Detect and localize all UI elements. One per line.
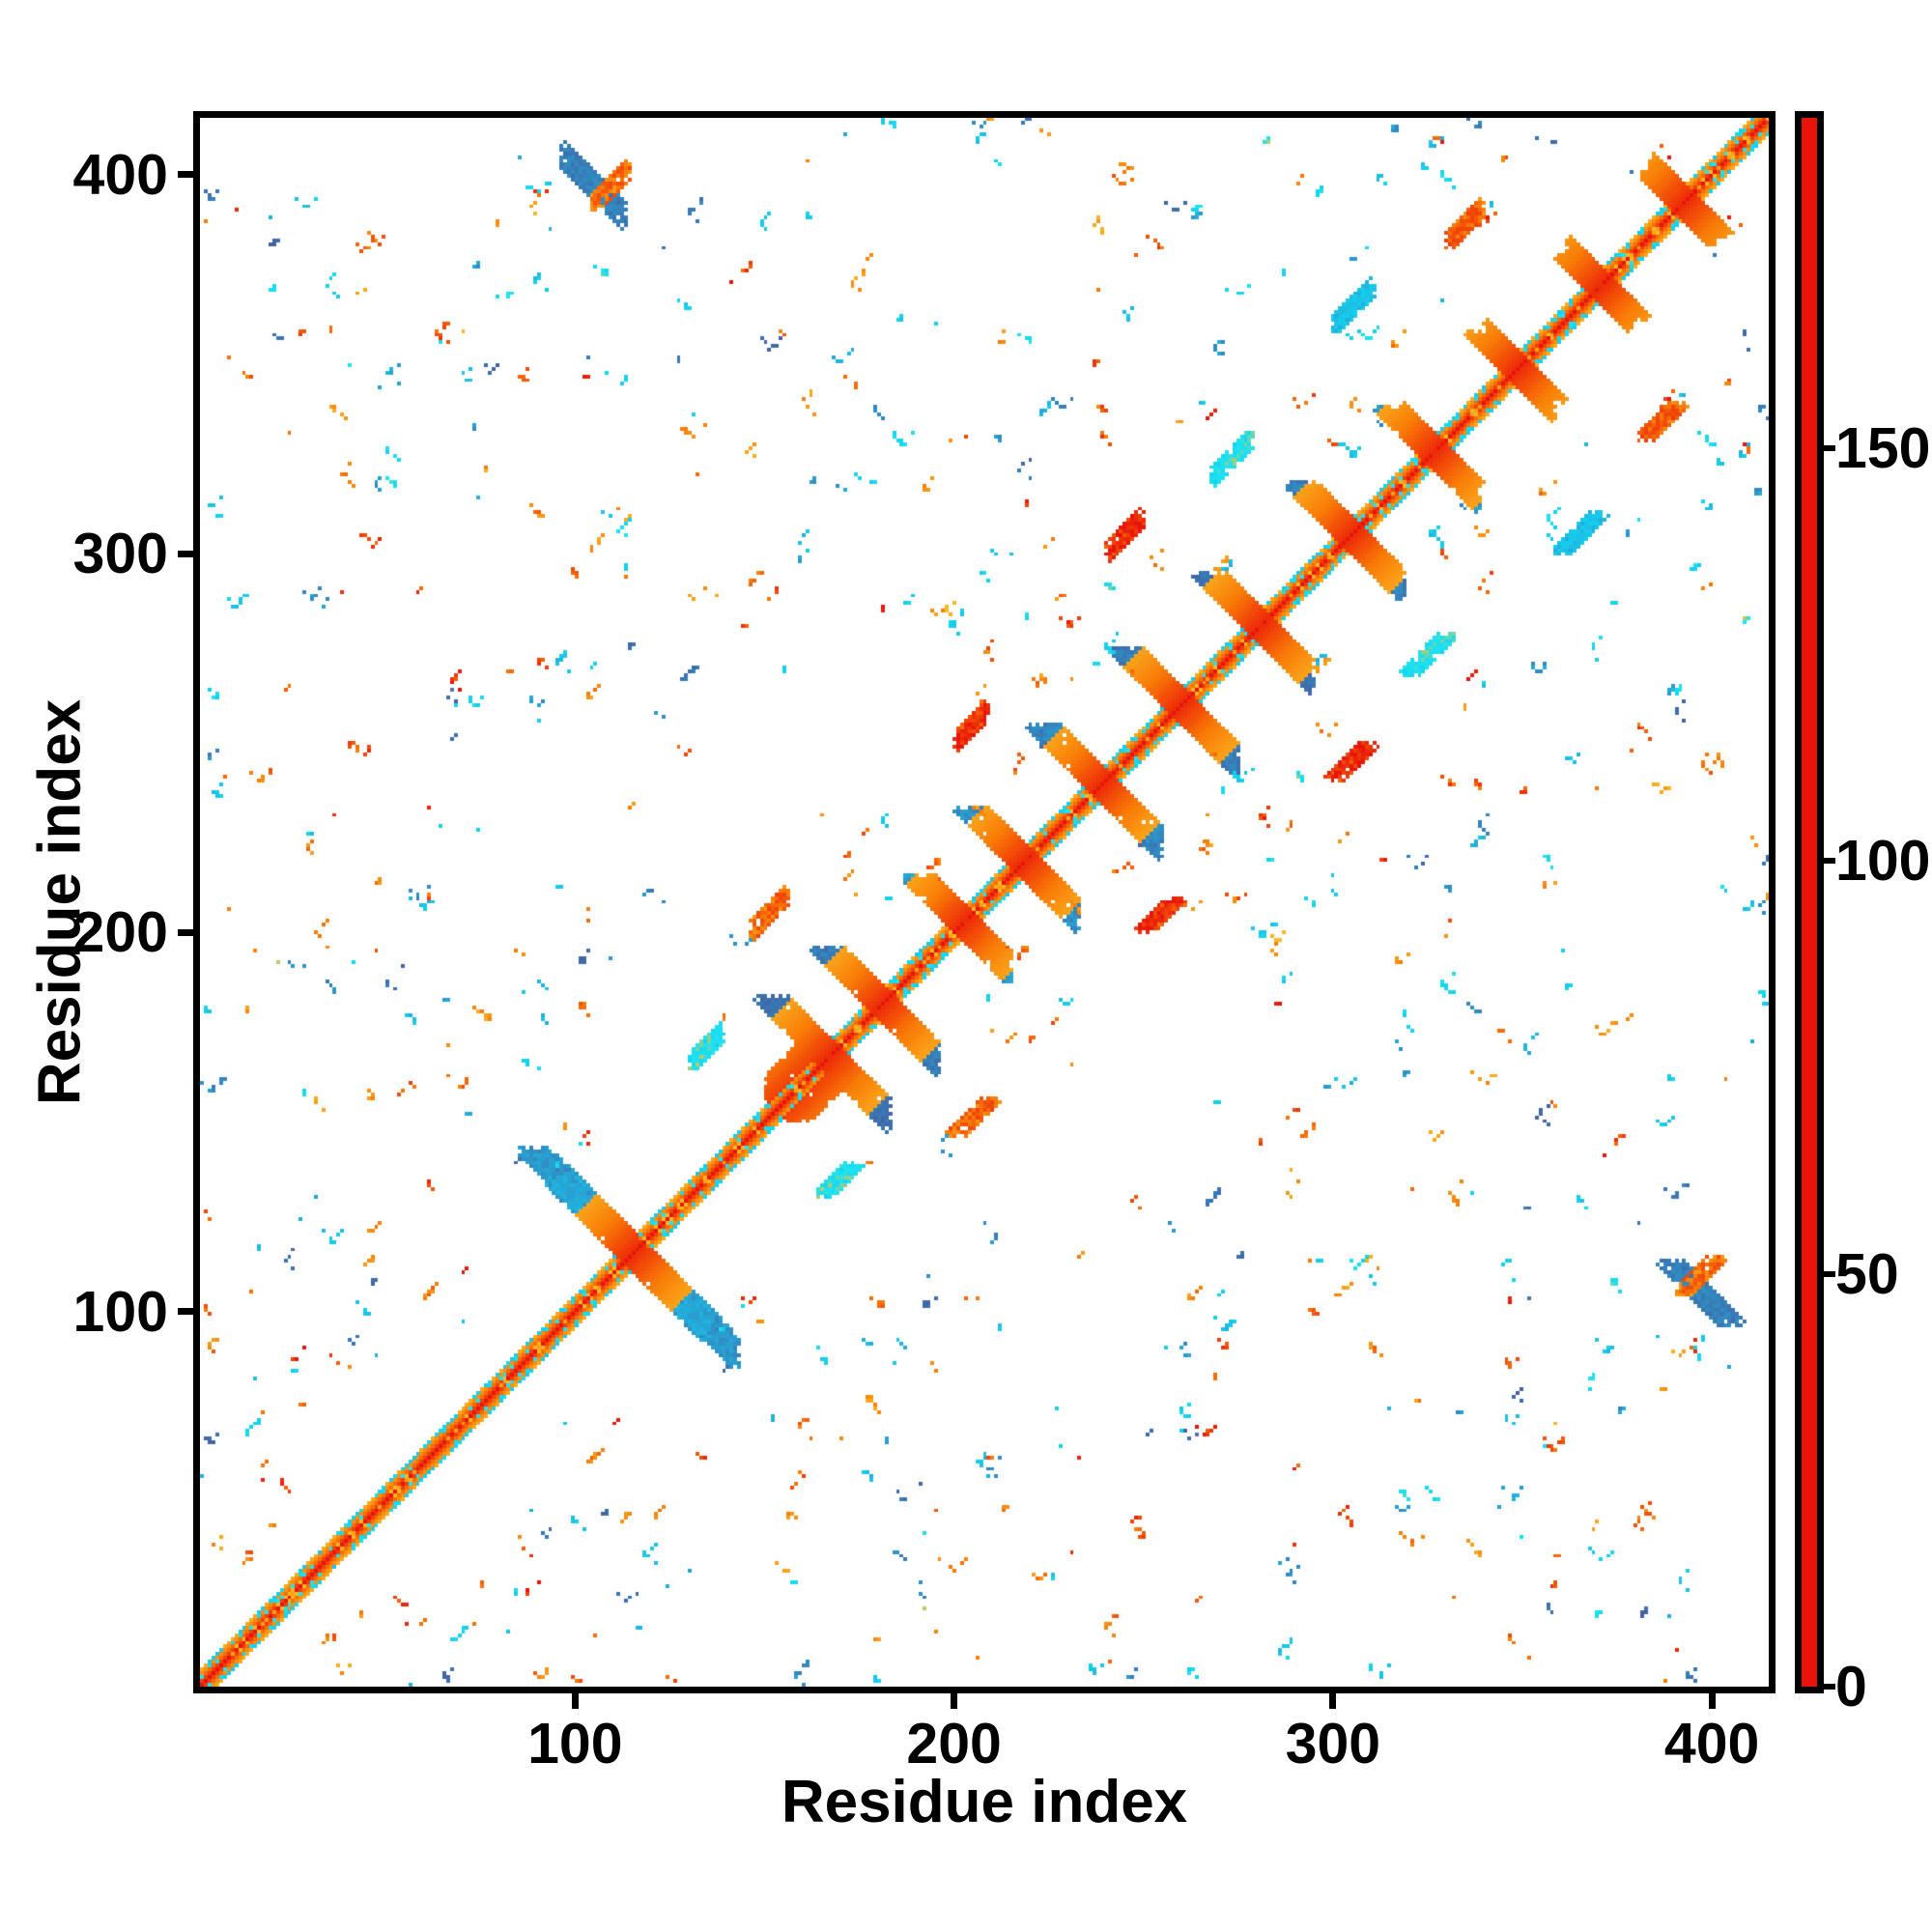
y-tick-label: 200 (72, 900, 168, 965)
y-tick-label: 100 (72, 1279, 168, 1344)
x-tick-mark (1329, 1692, 1337, 1709)
colorbar-tick-label: 0 (1835, 1655, 1867, 1719)
x-tick-mark (951, 1692, 958, 1709)
x-tick-mark (571, 1692, 579, 1709)
y-tick-mark (178, 928, 194, 936)
contact-map-canvas (200, 118, 1769, 1687)
colorbar-tick-mark (1822, 1684, 1835, 1690)
y-axis-title: Residue index (26, 698, 94, 1106)
contact-map-plot-area (193, 111, 1776, 1693)
colorbar-tick-label: 100 (1835, 829, 1931, 894)
colorbar-tick-mark (1822, 858, 1835, 865)
colorbar (1795, 111, 1824, 1693)
y-tick-mark (178, 171, 194, 179)
x-tick-label: 400 (1663, 1712, 1760, 1776)
y-tick-label: 400 (72, 142, 168, 207)
x-axis-title: Residue index (781, 1769, 1188, 1835)
colorbar-gradient (1802, 118, 1817, 1687)
colorbar-tick-mark (1822, 1270, 1835, 1277)
colorbar-tick-label: 150 (1835, 415, 1931, 480)
x-tick-label: 100 (527, 1712, 623, 1776)
y-tick-mark (178, 1308, 194, 1316)
colorbar-tick-mark (1822, 444, 1835, 451)
x-tick-label: 200 (906, 1712, 1002, 1776)
x-tick-label: 300 (1285, 1712, 1381, 1776)
y-tick-mark (178, 550, 194, 557)
x-tick-mark (1708, 1692, 1716, 1709)
colorbar-tick-label: 50 (1835, 1241, 1899, 1306)
y-tick-label: 300 (72, 522, 168, 586)
